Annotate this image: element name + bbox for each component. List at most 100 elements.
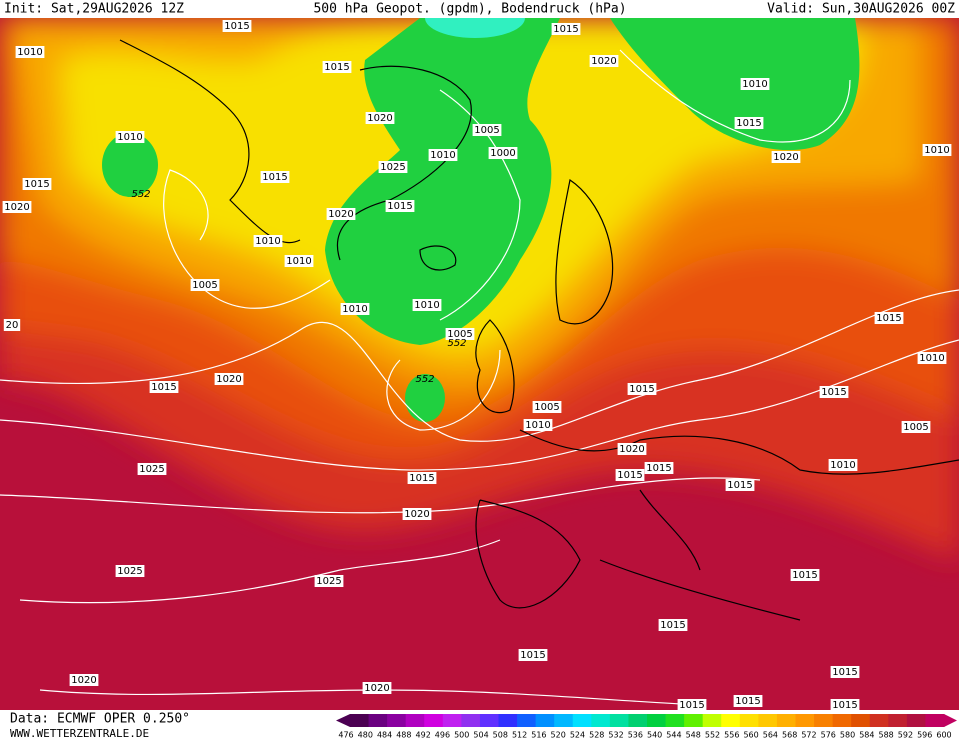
isobar-label: 1015 [660,620,685,631]
colorbar-label: 500 [454,731,469,740]
isobar-label: 1015 [387,201,412,212]
colorbar-cell [925,714,945,727]
isobar-label-box [115,565,145,577]
colorbar-cell [424,714,444,727]
isobar-label: 1005 [447,329,472,340]
colorbar-label: 480 [358,731,373,740]
isobar-label-box [222,20,252,32]
colorbar-cell [776,714,796,727]
isobar-label-box [340,303,370,315]
colorbar-cell [535,714,555,727]
isobar-label: 1020 [328,209,353,220]
isobar-label: 1015 [876,313,901,324]
colorbar-cell [832,714,852,727]
isobar-label: 1010 [919,353,944,364]
isobar-label: 1015 [832,700,857,711]
isobar-label-box [725,479,755,491]
colorbar-label: 576 [821,731,836,740]
colorbar-label: 524 [570,731,585,740]
colorbar-label: 568 [782,731,797,740]
colorbar-cell [498,714,518,727]
isobar-label: 1015 [520,650,545,661]
isobar-label: 1015 [821,387,846,398]
colorbar-cell [795,714,815,727]
isobar-label-box [326,208,356,220]
isobar-label-box [15,46,45,58]
colorbar-label: 548 [686,731,701,740]
isobar-label: 1010 [117,132,142,143]
colorbar-label: 600 [936,731,951,740]
height-label: 552 [131,189,150,200]
colorbar-label: 572 [801,731,816,740]
init-time: Init: Sat,29AUG2026 12Z [4,2,184,17]
colorbar-cell [350,714,370,727]
isobar-label-box [627,383,657,395]
isobar-label-box [314,575,344,587]
isobar-labels: 1015 101510101015102010101020101010051015… [2,20,952,711]
colorbar-cell [684,714,704,727]
isobar-label-box [260,171,290,183]
isobar-label-box [790,569,820,581]
isobar-label-box [488,147,518,159]
isobar-label-box [734,117,764,129]
isobar-label-box [378,161,408,173]
isobar-label: 1010 [525,420,550,431]
isobar-label-box [828,459,858,471]
colorbar-label: 496 [435,731,450,740]
isobar-label-box [428,149,458,161]
colorbar-cell [628,714,648,727]
isobar-label: 1025 [117,566,142,577]
isobar-label-box [190,279,220,291]
colorbar-label: 512 [512,731,527,740]
isobar-label: 1015 [617,470,642,481]
colorbar-cell [517,714,537,727]
isobar-label: 1020 [367,113,392,124]
isobar-label-box [677,699,707,711]
isobar-label: 20 [6,320,19,331]
colorbar: 476 480 484 488 492 496 500 504 508 512 516 520 524 5… [336,714,957,740]
isobar-label-box [385,200,415,212]
colorbar-label: 520 [551,731,566,740]
colorbar-label: 540 [647,731,662,740]
isobar-label-box [22,178,52,190]
isobar-label-box [922,144,952,156]
data-source: Data: ECMWF OPER 0.250° [10,712,190,727]
isobar-label-box [362,682,392,694]
colorbar-cell [609,714,629,727]
isobar-label-box [551,23,581,35]
colorbar-cell [647,714,667,727]
colorbar-cell [442,714,462,727]
isobar-label: 1015 [646,463,671,474]
colorbar-label: 532 [608,731,623,740]
isobar-label-box [917,352,947,364]
isobar-label-box [69,674,99,686]
isobar-label: 1025 [380,162,405,173]
colorbar-label: 596 [917,731,932,740]
colorbar-cell [814,714,834,727]
colorbar-cell [554,714,574,727]
colorbar-cell [869,714,889,727]
isobar-label-box [115,131,145,143]
isobar-label: 1010 [430,150,455,161]
isobar-label-box [523,419,553,431]
isobar-label-box [532,401,562,413]
isobar-label: 1000 [490,148,515,159]
colorbar-label: 584 [859,731,874,740]
isobar-label: 1015 [553,24,578,35]
isobar-label-box [901,421,931,433]
colorbar-label: 588 [878,731,893,740]
colorbar-cell [888,714,908,727]
isobar-label-box [740,78,770,90]
colorbar-cell [739,714,759,727]
map-title: 500 hPa Geopot. (gpdm), Bodendruck (hPa) [313,2,626,17]
colorbar-cell [405,714,425,727]
isobar-label-box [589,55,619,67]
isobar-label: 1015 [324,62,349,73]
colorbar-cell [906,714,926,727]
isobar-label: 1020 [4,202,29,213]
colorbar-arrow-right [944,714,957,727]
isobar-label: 1020 [619,444,644,455]
colorbar-label: 484 [377,731,392,740]
colorbar-label: 536 [628,731,643,740]
